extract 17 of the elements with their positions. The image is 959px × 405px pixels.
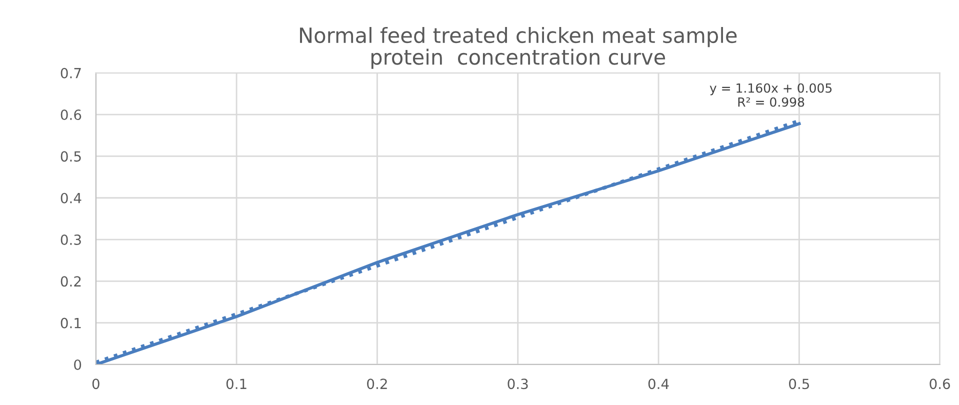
- x-tick-label: 0.1: [226, 378, 246, 390]
- annotation: y = 1.160x + 0.005 R² = 0.998: [710, 83, 832, 107]
- x-tick-label: 0.5: [789, 378, 809, 390]
- chart-title: Normal feed treated chicken meat sample protein concentration curve: [300, 26, 737, 69]
- y-tick-label: 0.1: [60, 318, 81, 328]
- y-tick-label: 0.7: [60, 68, 81, 78]
- y-tick-label: 0: [74, 359, 82, 370]
- y-tick-label: 0.6: [60, 110, 82, 120]
- y-tick-label: 0.2: [60, 276, 81, 287]
- y-tick-label: 0.5: [60, 151, 81, 162]
- x-tick-label: 0: [92, 378, 100, 390]
- y-tick-label: 0.4: [60, 192, 82, 204]
- x-tick-label: 0.3: [508, 378, 528, 390]
- x-tick-label: 0.2: [367, 378, 387, 390]
- x-tick-label: 0.6: [930, 378, 950, 390]
- y-tick-label: 0.3: [60, 234, 81, 246]
- x-tick-label: 0.4: [648, 378, 669, 390]
